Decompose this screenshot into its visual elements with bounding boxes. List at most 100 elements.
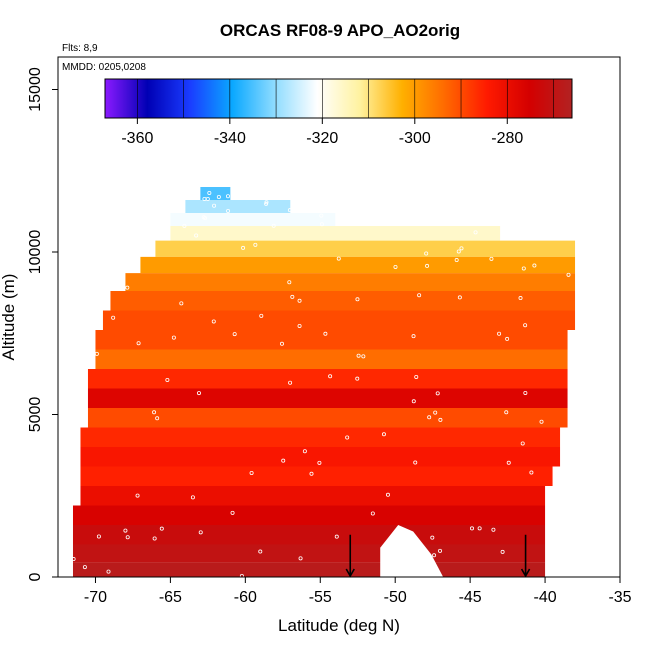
field-row — [170, 213, 336, 226]
date-note-box — [59, 58, 179, 74]
sample-point — [230, 510, 235, 515]
sample-point — [155, 416, 160, 421]
sample-point — [438, 548, 443, 553]
sample-point — [430, 535, 435, 540]
sample-point — [203, 216, 208, 221]
field-row — [72, 544, 546, 563]
sample-point — [125, 535, 130, 540]
field-row — [87, 388, 568, 408]
field-row — [95, 349, 568, 369]
sample-point — [232, 332, 237, 337]
field-row — [72, 562, 546, 577]
sample-point — [469, 526, 474, 531]
sample-point — [287, 208, 292, 213]
sample-point — [152, 536, 157, 541]
field-row — [125, 273, 576, 291]
sample-point — [435, 391, 440, 396]
sample-point — [288, 380, 293, 385]
sample-point — [413, 460, 418, 465]
sample-point — [504, 410, 509, 415]
sample-point — [302, 449, 307, 454]
x-tick-label: -50 — [384, 589, 407, 606]
field-row — [87, 369, 568, 389]
sample-points — [71, 190, 571, 578]
sample-point — [290, 294, 295, 299]
sample-point — [298, 556, 303, 561]
colorbar-scale — [104, 78, 573, 119]
sample-point — [505, 336, 510, 341]
field-row — [95, 330, 568, 350]
sample-point — [411, 334, 416, 339]
sample-point — [523, 323, 528, 328]
sample-point — [135, 493, 140, 498]
sample-point — [309, 471, 314, 476]
sample-point — [96, 534, 101, 539]
sample-point — [216, 194, 221, 199]
sample-point — [323, 331, 328, 336]
sample-point — [259, 313, 264, 318]
sample-point — [253, 242, 258, 247]
sample-point — [500, 549, 505, 554]
sample-point — [334, 534, 339, 539]
x-tick-label: -70 — [84, 589, 107, 606]
sample-point — [196, 391, 201, 396]
field-row — [170, 226, 501, 241]
x-tick-label: -40 — [534, 589, 557, 606]
colorbar: -360 -340 -320 -300 -280 — [60, 75, 617, 155]
y-axis-label: Altitude (m) — [0, 274, 18, 361]
sample-point — [212, 203, 217, 208]
sample-point — [264, 200, 269, 205]
sample-point — [82, 565, 87, 570]
sample-point — [381, 432, 386, 437]
sample-point — [355, 297, 360, 302]
sample-point — [489, 256, 494, 261]
colorbar-ticks: -360 -340 -320 -300 -280 — [121, 79, 554, 147]
sample-point — [136, 341, 141, 346]
sample-point — [473, 230, 478, 235]
sample-point — [518, 296, 523, 301]
sample-point — [454, 258, 459, 263]
y-tick-label: 5000 — [27, 397, 44, 433]
colorbar-tick-label: -300 — [399, 130, 431, 147]
sample-point — [207, 190, 212, 195]
sample-point — [521, 266, 526, 271]
sample-point — [532, 263, 537, 268]
sample-point — [317, 460, 322, 465]
sample-point — [239, 573, 244, 578]
sample-point — [497, 331, 502, 336]
sample-point — [401, 556, 406, 561]
field-row — [80, 427, 561, 447]
sample-point — [433, 410, 438, 415]
no-data-gap — [380, 525, 444, 577]
sample-point — [529, 470, 534, 475]
field-row — [140, 256, 576, 274]
field-row — [80, 447, 561, 467]
plot-frame — [57, 56, 621, 578]
sample-point — [198, 530, 203, 535]
sample-point — [225, 194, 230, 199]
sample-point — [71, 557, 76, 562]
y-axis: 0 5000 10000 15000 — [27, 67, 58, 581]
sample-point — [459, 246, 464, 251]
field-row — [87, 408, 568, 428]
field-row — [200, 187, 231, 200]
sample-point — [264, 201, 269, 206]
sample-point — [477, 526, 482, 531]
sample-point — [152, 410, 157, 415]
x-axis-label: Latitude (deg N) — [278, 616, 400, 635]
field-row — [80, 466, 553, 486]
sample-point — [319, 213, 324, 218]
sample-point — [194, 233, 199, 238]
sample-point — [211, 319, 216, 324]
sample-point — [566, 272, 571, 277]
sample-point — [432, 553, 437, 558]
sample-point — [411, 399, 416, 404]
sample-point — [171, 335, 176, 340]
sample-point — [356, 353, 361, 358]
data-field — [72, 187, 576, 577]
sample-point — [226, 209, 231, 214]
sample-point — [258, 549, 263, 554]
field-row — [72, 525, 546, 545]
field-row — [185, 200, 291, 213]
arrow-head — [345, 568, 355, 578]
